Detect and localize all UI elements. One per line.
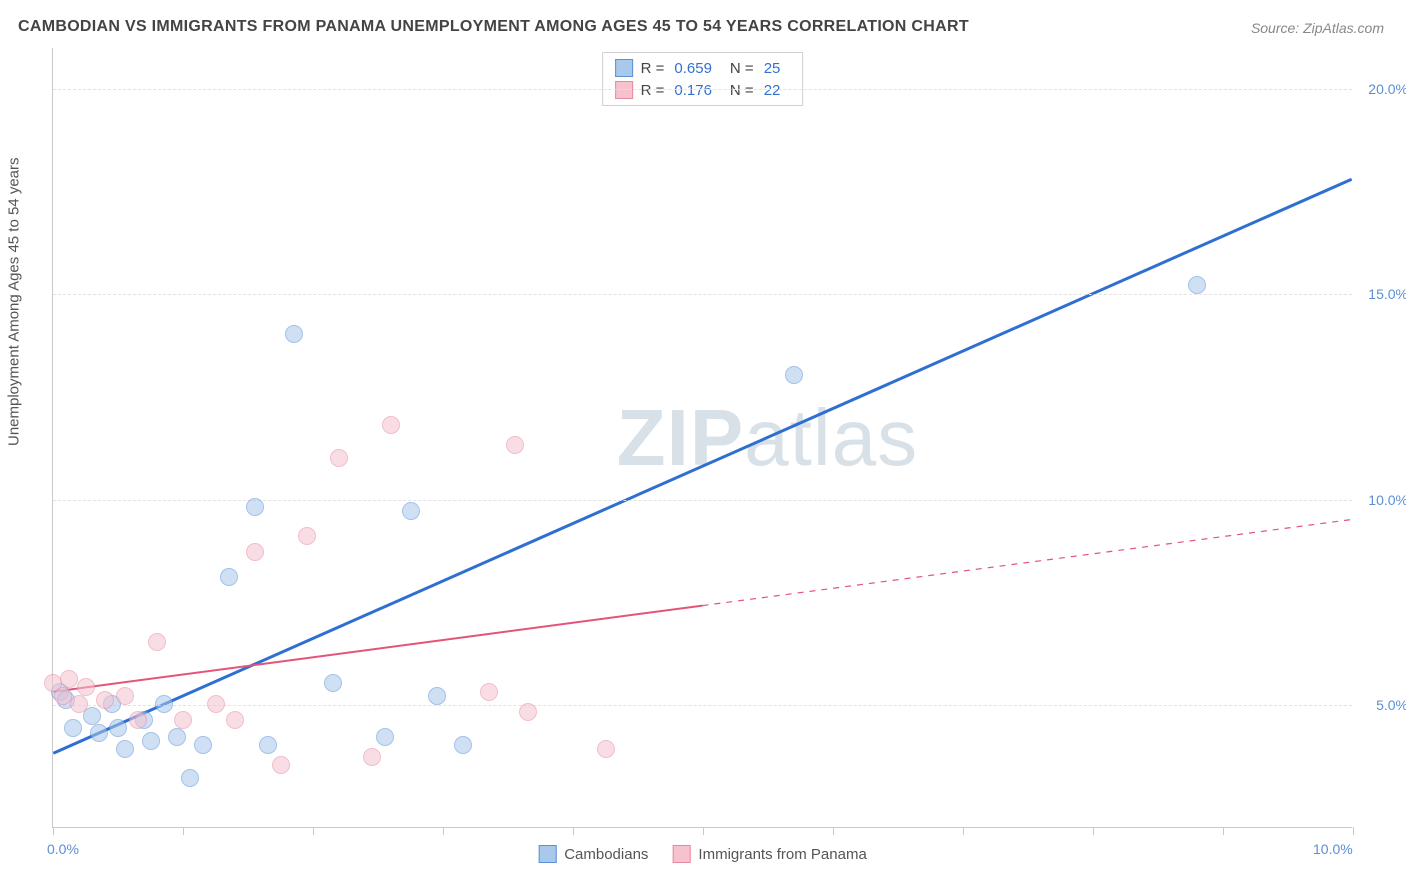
y-axis-label: Unemployment Among Ages 45 to 54 years bbox=[6, 157, 23, 446]
data-point bbox=[506, 436, 524, 454]
data-point bbox=[77, 678, 95, 696]
legend-n-label: N = bbox=[730, 60, 754, 77]
scatter-plot: ZIPatlas R =0.659N =25R =0.176N =22 Camb… bbox=[52, 48, 1352, 828]
x-tick bbox=[703, 827, 704, 835]
data-point bbox=[597, 740, 615, 758]
gridline bbox=[53, 294, 1352, 295]
source-attribution: Source: ZipAtlas.com bbox=[1251, 20, 1384, 36]
watermark-rest: atlas bbox=[744, 393, 918, 482]
data-point bbox=[90, 724, 108, 742]
legend-n-value: 25 bbox=[764, 60, 781, 77]
legend-swatch bbox=[615, 59, 633, 77]
legend-stats: R =0.659N =25R =0.176N =22 bbox=[602, 52, 804, 106]
watermark: ZIPatlas bbox=[617, 392, 918, 484]
legend-item: Cambodians bbox=[538, 845, 648, 863]
data-point bbox=[129, 711, 147, 729]
legend-r-label: R = bbox=[641, 60, 665, 77]
data-point bbox=[60, 670, 78, 688]
data-point bbox=[454, 736, 472, 754]
data-point bbox=[376, 728, 394, 746]
data-point bbox=[194, 736, 212, 754]
y-tick-label: 5.0% bbox=[1376, 697, 1406, 713]
x-tick bbox=[443, 827, 444, 835]
trend-line-extrapolated bbox=[703, 520, 1352, 606]
legend-r-value: 0.659 bbox=[674, 60, 712, 77]
x-tick bbox=[183, 827, 184, 835]
legend-series: Cambodians Immigrants from Panama bbox=[538, 845, 867, 863]
chart-title: CAMBODIAN VS IMMIGRANTS FROM PANAMA UNEM… bbox=[18, 18, 969, 36]
data-point bbox=[116, 687, 134, 705]
data-point bbox=[64, 719, 82, 737]
data-point bbox=[174, 711, 192, 729]
data-point bbox=[324, 674, 342, 692]
data-point bbox=[402, 502, 420, 520]
data-point bbox=[428, 687, 446, 705]
x-tick-label: 10.0% bbox=[1313, 841, 1353, 857]
data-point bbox=[70, 695, 88, 713]
legend-item: Immigrants from Panama bbox=[672, 845, 866, 863]
x-tick bbox=[573, 827, 574, 835]
data-point bbox=[246, 498, 264, 516]
legend-label: Immigrants from Panama bbox=[698, 846, 866, 863]
data-point bbox=[207, 695, 225, 713]
data-point bbox=[272, 756, 290, 774]
data-point bbox=[785, 366, 803, 384]
x-tick bbox=[1353, 827, 1354, 835]
y-tick-label: 20.0% bbox=[1368, 81, 1406, 97]
x-tick-label: 0.0% bbox=[47, 841, 79, 857]
data-point bbox=[519, 703, 537, 721]
legend-stat-row: R = 0.659 N = 25 bbox=[615, 57, 791, 79]
y-tick-label: 15.0% bbox=[1368, 286, 1406, 302]
legend-swatch bbox=[538, 845, 556, 863]
data-point bbox=[116, 740, 134, 758]
data-point bbox=[220, 568, 238, 586]
data-point bbox=[285, 325, 303, 343]
trend-lines-layer bbox=[53, 48, 1352, 827]
data-point bbox=[96, 691, 114, 709]
data-point bbox=[246, 543, 264, 561]
data-point bbox=[109, 719, 127, 737]
data-point bbox=[226, 711, 244, 729]
data-point bbox=[480, 683, 498, 701]
x-tick bbox=[1223, 827, 1224, 835]
x-tick bbox=[1093, 827, 1094, 835]
x-tick bbox=[53, 827, 54, 835]
legend-label: Cambodians bbox=[564, 846, 648, 863]
legend-swatch bbox=[672, 845, 690, 863]
trend-line bbox=[53, 179, 1351, 753]
data-point bbox=[382, 416, 400, 434]
data-point bbox=[148, 633, 166, 651]
data-point bbox=[142, 732, 160, 750]
data-point bbox=[259, 736, 277, 754]
gridline bbox=[53, 705, 1352, 706]
x-tick bbox=[963, 827, 964, 835]
data-point bbox=[1188, 276, 1206, 294]
data-point bbox=[168, 728, 186, 746]
data-point bbox=[330, 449, 348, 467]
x-tick bbox=[833, 827, 834, 835]
watermark-bold: ZIP bbox=[617, 393, 744, 482]
x-tick bbox=[313, 827, 314, 835]
data-point bbox=[363, 748, 381, 766]
data-point bbox=[155, 695, 173, 713]
data-point bbox=[181, 769, 199, 787]
data-point bbox=[298, 527, 316, 545]
gridline bbox=[53, 89, 1352, 90]
y-tick-label: 10.0% bbox=[1368, 492, 1406, 508]
